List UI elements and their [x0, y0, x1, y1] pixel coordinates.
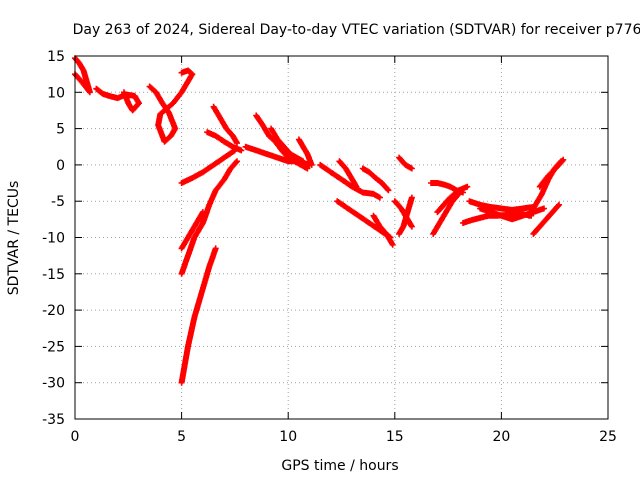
marker-arc29: [530, 201, 562, 237]
marker-arc16: [336, 158, 360, 190]
y-tick-label: -25: [42, 339, 65, 355]
y-tick-label: -30: [42, 376, 65, 392]
x-tick-label: 25: [599, 429, 617, 445]
x-tick-label: 10: [279, 429, 297, 445]
marker-arc8: [210, 103, 240, 147]
series-arc3: [146, 67, 196, 145]
series-arc21: [396, 194, 415, 237]
x-tick-label: 0: [71, 429, 80, 445]
x-axis-label: GPS time / hours: [281, 458, 398, 474]
series-arc8: [210, 103, 240, 147]
series-arc14: [317, 161, 383, 201]
series-arc17: [359, 165, 392, 194]
marker-arc24: [434, 183, 471, 216]
marker-arc7: [178, 209, 206, 252]
grid: [75, 56, 608, 419]
y-tick-label: 5: [56, 122, 65, 138]
marker-arc26: [466, 198, 537, 213]
y-tick-label: -15: [42, 267, 65, 283]
marker-arc9: [204, 129, 245, 154]
marker-arc17: [359, 165, 392, 194]
marker-arc6: [178, 245, 219, 386]
marker-arc3: [146, 67, 196, 145]
series-arc7: [178, 209, 206, 252]
y-tick-label: -5: [51, 194, 65, 210]
chart-title: Day 263 of 2024, Sidereal Day-to-day VTE…: [73, 22, 640, 38]
y-axis-label: SDTVAR / TECUs: [6, 181, 22, 296]
series-arc30: [536, 156, 567, 190]
x-tick-label: 20: [492, 429, 510, 445]
series-arc13: [295, 136, 315, 168]
marker-arc2: [93, 85, 142, 114]
y-tick-label: -10: [42, 231, 65, 247]
y-tick-label: 0: [56, 158, 65, 174]
marker-arc13: [295, 136, 315, 168]
y-tick-label: 10: [47, 85, 65, 101]
axis-ticks: 0 5 10 15 20 25 15 10 5 0 -5 -10 -15 -20 -25 -30 -35: [42, 49, 617, 445]
series-arc5: [178, 158, 240, 277]
series-arc26: [466, 198, 537, 213]
series-arc29: [530, 201, 562, 237]
series-arc23: [430, 190, 462, 237]
series-arc6: [178, 245, 219, 386]
series-arc18: [370, 212, 396, 248]
series-arc16: [336, 158, 360, 190]
x-tick-label: 5: [177, 429, 186, 445]
marker-arc14: [317, 161, 383, 201]
marker-arc12: [268, 125, 307, 165]
marker-arc5: [178, 158, 240, 277]
marker-arc19: [396, 154, 415, 172]
series-arc4: [178, 147, 238, 186]
y-tick-label: -35: [42, 412, 65, 428]
marker-arc23: [430, 190, 462, 237]
x-tick-label: 15: [386, 429, 404, 445]
y-tick-label: -20: [42, 303, 65, 319]
y-tick-label: 15: [47, 49, 65, 65]
series-arc24: [434, 183, 471, 216]
series-arc2: [93, 85, 142, 114]
series-arc9: [204, 129, 245, 154]
marker-arc21: [396, 194, 415, 237]
marker-arc18: [370, 212, 396, 248]
series-arc12: [268, 125, 307, 165]
marker-arc30: [536, 156, 567, 190]
marker-arc4: [178, 147, 238, 186]
data-markers: [72, 55, 567, 386]
series-arc19: [396, 154, 415, 172]
